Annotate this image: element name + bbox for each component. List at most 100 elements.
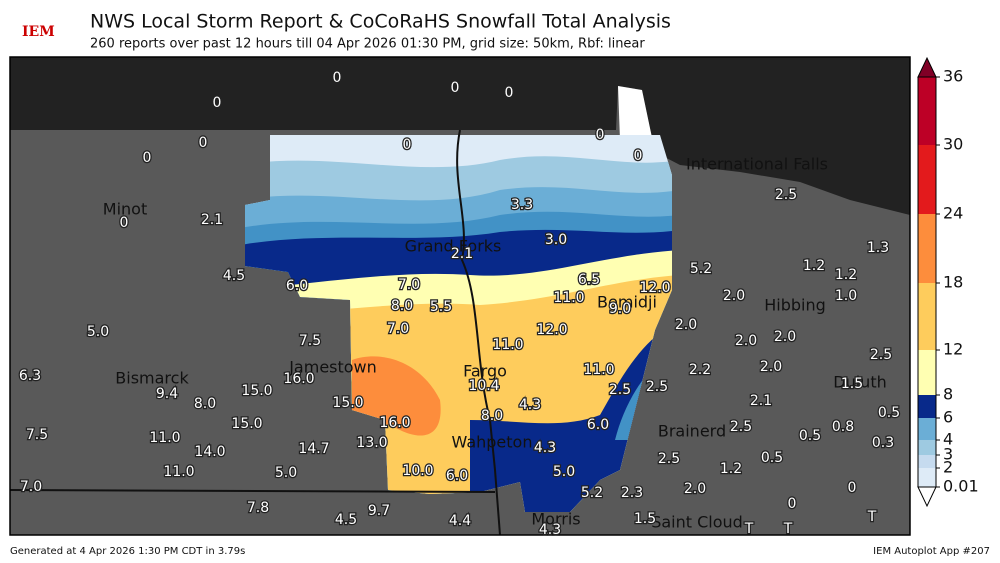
report-value: 2.5: [730, 419, 752, 435]
report-value: 12.0: [639, 280, 670, 296]
report-value: 0: [634, 148, 643, 164]
report-value: T: [783, 521, 793, 537]
report-value: 4.3: [519, 397, 541, 413]
report-value: 2.0: [675, 317, 697, 333]
report-value: 2.1: [750, 393, 772, 409]
colorbar-segment: [918, 214, 936, 283]
report-value: 2.5: [658, 451, 680, 467]
report-value: 10.4: [468, 378, 499, 394]
report-value: 2.0: [774, 329, 796, 345]
report-value: 2.5: [646, 379, 668, 395]
report-value: 2.1: [451, 246, 473, 262]
report-value: 5.2: [690, 261, 712, 277]
colorbar-tick-label: 0.01: [943, 477, 979, 496]
report-value: 0: [143, 150, 152, 166]
report-value: 7.0: [20, 479, 42, 495]
report-value: T: [867, 509, 877, 525]
report-value: 1.3: [867, 240, 889, 256]
report-value: 6.5: [578, 272, 600, 288]
state-border: [9, 489, 496, 493]
report-value: 4.3: [539, 522, 561, 538]
report-value: 2.0: [723, 288, 745, 304]
colorbar-tick-label: 8: [943, 385, 953, 404]
report-value: 9.4: [156, 386, 178, 402]
report-value: 11.0: [492, 337, 523, 353]
colorbar-segment: [918, 455, 936, 468]
report-value: 5.2: [581, 485, 603, 501]
report-value: 2.0: [760, 359, 782, 375]
colorbar-segment: [918, 77, 936, 145]
report-value: 0: [848, 480, 857, 496]
report-value: 6.3: [19, 368, 41, 384]
colorbar-tick-label: 36: [943, 67, 963, 86]
report-value: 2.5: [609, 382, 631, 398]
report-value: 5.0: [275, 465, 297, 481]
colorbar-extend-high: [917, 56, 937, 78]
report-value: 7.5: [299, 333, 321, 349]
report-value: 2.1: [201, 212, 223, 228]
report-value: 11.0: [163, 464, 194, 480]
city-label: Minot: [103, 200, 147, 219]
report-value: T: [744, 521, 754, 537]
state-border: [456, 129, 501, 536]
colorbar-segment: [918, 468, 936, 487]
report-value: 11.0: [583, 362, 614, 378]
report-value: 0: [403, 137, 412, 153]
report-value: 1.2: [835, 267, 857, 283]
report-value: 2.5: [870, 347, 892, 363]
report-value: 7.0: [398, 277, 420, 293]
colorbar-tick-label: 12: [943, 340, 963, 359]
colorbar-tick-label: 2: [943, 458, 953, 477]
report-value: 11.0: [149, 430, 180, 446]
footer-right: IEM Autoplot App #207: [873, 546, 990, 557]
logo: IEM: [22, 24, 55, 40]
colorbar-frame: [917, 76, 937, 488]
report-value: 0: [596, 127, 605, 143]
report-value: 4.5: [335, 512, 357, 528]
subtitle: 260 reports over past 12 hours till 04 A…: [90, 37, 645, 52]
report-value: 2.5: [775, 187, 797, 203]
report-value: 4.3: [534, 440, 556, 456]
city-label: Hibbing: [764, 296, 826, 315]
report-value: 0: [199, 135, 208, 151]
report-value: 2.2: [689, 362, 711, 378]
report-value: 2.0: [735, 333, 757, 349]
colorbar-tick-label: 30: [943, 135, 963, 154]
report-value: 16.0: [283, 371, 314, 387]
report-value: 5.5: [430, 299, 452, 315]
report-value: 10.0: [402, 463, 433, 479]
report-value: 3.3: [511, 197, 533, 213]
colorbar-tick-label: 24: [943, 204, 963, 223]
report-value: 8.0: [391, 298, 413, 314]
report-value: 0: [120, 215, 129, 231]
report-value: 7.0: [387, 321, 409, 337]
report-value: 15.0: [241, 383, 272, 399]
city-label: Bismarck: [115, 369, 189, 388]
report-value: 0.5: [878, 405, 900, 421]
report-value: 6.0: [286, 278, 308, 294]
report-value: 9.0: [609, 301, 631, 317]
report-value: 8.0: [481, 408, 503, 424]
report-value: 0.5: [761, 450, 783, 466]
colorbar-tick-label: 18: [943, 273, 963, 292]
colorbar-tick-label: 4: [943, 430, 953, 449]
report-value: 7.5: [26, 427, 48, 443]
report-value: 16.0: [379, 415, 410, 431]
report-value: 0.8: [832, 419, 854, 435]
report-value: 2.3: [621, 485, 643, 501]
report-value: 1.5: [634, 511, 656, 527]
title: NWS Local Storm Report & CoCoRaHS Snowfa…: [90, 11, 671, 33]
report-value: 11.0: [553, 290, 584, 306]
city-label: Saint Cloud: [651, 513, 743, 532]
city-label: International Falls: [686, 155, 828, 174]
report-value: 4.5: [223, 268, 245, 284]
report-value: 14.7: [298, 441, 329, 457]
report-value: 8.0: [194, 396, 216, 412]
report-value: 1.2: [720, 461, 742, 477]
report-value: 0.3: [872, 435, 894, 451]
report-value: 0: [213, 95, 222, 111]
report-value: 0: [451, 80, 460, 96]
report-value: 12.0: [536, 322, 567, 338]
city-label: Jamestown: [288, 358, 377, 377]
